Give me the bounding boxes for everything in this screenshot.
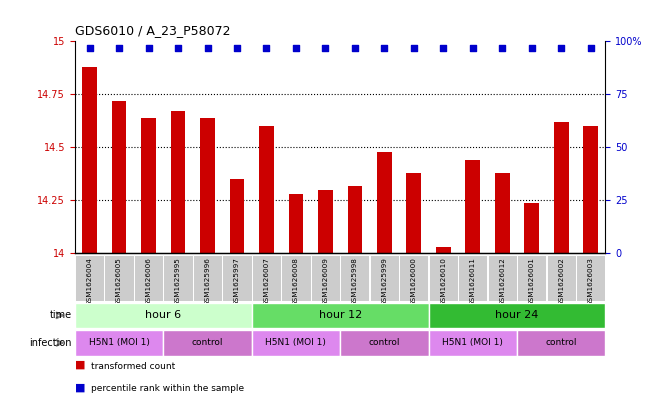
Point xyxy=(320,44,331,51)
Text: H5N1 (MOI 1): H5N1 (MOI 1) xyxy=(89,338,150,347)
Bar xyxy=(465,160,480,253)
Bar xyxy=(259,126,274,253)
Bar xyxy=(75,303,252,328)
Text: GSM1625996: GSM1625996 xyxy=(204,257,210,306)
Bar xyxy=(488,255,517,301)
Text: GSM1626010: GSM1626010 xyxy=(440,257,447,306)
Point xyxy=(202,44,213,51)
Point xyxy=(173,44,183,51)
Bar xyxy=(406,173,421,253)
Point xyxy=(143,44,154,51)
Bar xyxy=(281,255,311,301)
Bar xyxy=(517,255,546,301)
Bar xyxy=(163,255,193,301)
Text: GSM1626009: GSM1626009 xyxy=(322,257,328,306)
Text: GSM1626005: GSM1626005 xyxy=(116,257,122,306)
Text: infection: infection xyxy=(29,338,72,348)
Bar xyxy=(75,255,104,301)
Text: GSM1626008: GSM1626008 xyxy=(293,257,299,306)
Bar xyxy=(311,255,340,301)
Text: GSM1625998: GSM1625998 xyxy=(352,257,358,306)
Text: percentile rank within the sample: percentile rank within the sample xyxy=(91,384,244,393)
Text: transformed count: transformed count xyxy=(91,362,175,371)
Bar xyxy=(223,255,251,301)
Point xyxy=(291,44,301,51)
Bar xyxy=(75,330,163,356)
Point xyxy=(85,44,95,51)
Bar xyxy=(370,255,399,301)
Bar xyxy=(429,255,458,301)
Text: GSM1626011: GSM1626011 xyxy=(470,257,476,306)
Point xyxy=(114,44,124,51)
Point xyxy=(527,44,537,51)
Bar xyxy=(340,330,428,356)
Bar xyxy=(428,303,605,328)
Text: GSM1626006: GSM1626006 xyxy=(146,257,152,306)
Point xyxy=(438,44,449,51)
Bar xyxy=(399,255,428,301)
Bar xyxy=(288,194,303,253)
Bar xyxy=(112,101,126,253)
Bar xyxy=(318,190,333,253)
Bar xyxy=(105,255,133,301)
Point xyxy=(585,44,596,51)
Text: GSM1626001: GSM1626001 xyxy=(529,257,534,306)
Point xyxy=(556,44,566,51)
Point xyxy=(261,44,271,51)
Bar xyxy=(377,152,392,253)
Text: ■: ■ xyxy=(75,382,85,392)
Bar xyxy=(171,111,186,253)
Text: time: time xyxy=(49,310,72,320)
Text: GSM1626000: GSM1626000 xyxy=(411,257,417,306)
Bar xyxy=(436,247,450,253)
Bar xyxy=(428,330,517,356)
Point xyxy=(467,44,478,51)
Point xyxy=(379,44,389,51)
Bar xyxy=(141,118,156,253)
Point xyxy=(232,44,242,51)
Bar xyxy=(200,118,215,253)
Bar xyxy=(583,126,598,253)
Text: hour 12: hour 12 xyxy=(318,310,362,320)
Bar xyxy=(340,255,370,301)
Text: control: control xyxy=(192,338,223,347)
Bar xyxy=(547,255,575,301)
Bar xyxy=(576,255,605,301)
Point xyxy=(409,44,419,51)
Text: GDS6010 / A_23_P58072: GDS6010 / A_23_P58072 xyxy=(75,24,230,37)
Bar xyxy=(230,179,244,253)
Bar xyxy=(193,255,222,301)
Text: GSM1625999: GSM1625999 xyxy=(381,257,387,306)
Bar xyxy=(495,173,510,253)
Text: H5N1 (MOI 1): H5N1 (MOI 1) xyxy=(266,338,326,347)
Bar xyxy=(517,330,605,356)
Text: GSM1626004: GSM1626004 xyxy=(87,257,92,306)
Text: GSM1626012: GSM1626012 xyxy=(499,257,505,306)
Text: H5N1 (MOI 1): H5N1 (MOI 1) xyxy=(442,338,503,347)
Text: GSM1626002: GSM1626002 xyxy=(558,257,564,306)
Point xyxy=(350,44,360,51)
Text: hour 6: hour 6 xyxy=(145,310,182,320)
Bar xyxy=(252,255,281,301)
Bar xyxy=(524,202,539,253)
Bar xyxy=(82,67,97,253)
Text: ■: ■ xyxy=(75,360,85,369)
Text: GSM1625997: GSM1625997 xyxy=(234,257,240,306)
Bar xyxy=(163,330,252,356)
Text: control: control xyxy=(546,338,577,347)
Text: GSM1626007: GSM1626007 xyxy=(264,257,270,306)
Point xyxy=(497,44,508,51)
Text: control: control xyxy=(368,338,400,347)
Text: hour 24: hour 24 xyxy=(495,310,538,320)
Bar xyxy=(252,330,340,356)
Bar xyxy=(554,122,568,253)
Text: GSM1625995: GSM1625995 xyxy=(175,257,181,306)
Text: GSM1626003: GSM1626003 xyxy=(588,257,594,306)
Bar xyxy=(348,185,362,253)
Bar xyxy=(252,303,428,328)
Bar xyxy=(458,255,488,301)
Bar xyxy=(134,255,163,301)
